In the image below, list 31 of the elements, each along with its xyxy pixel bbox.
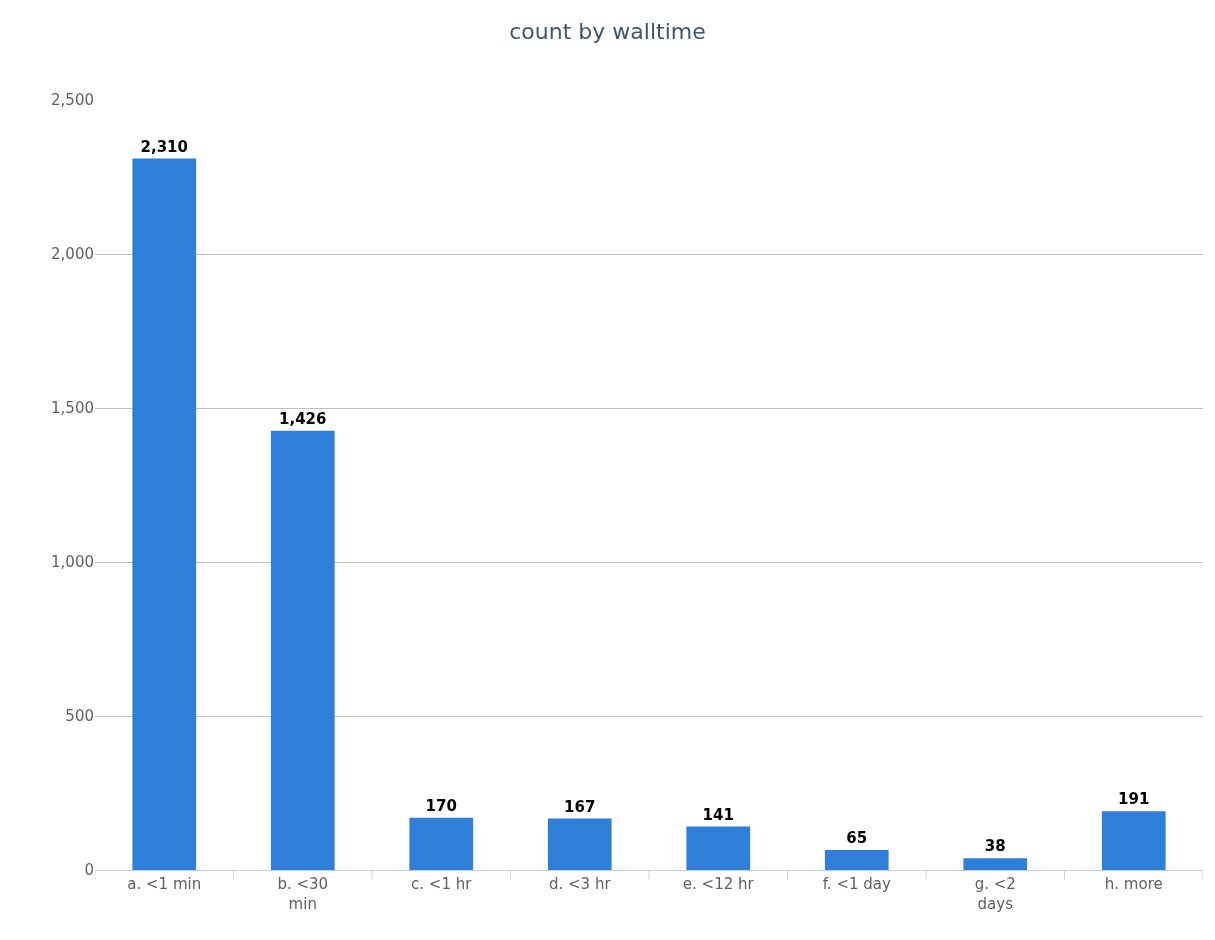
data-label: 38 (984, 837, 1006, 856)
x-tick-label: a. <1 min (127, 875, 202, 893)
bar (1101, 811, 1166, 870)
data-label: 65 (846, 828, 868, 847)
x-tick-label: c. <1 hr (411, 875, 473, 893)
data-label: 167 (564, 797, 596, 816)
data-label: 191 (1118, 790, 1150, 809)
x-tick-label: d. <3 hr (548, 875, 612, 893)
bar (270, 430, 335, 870)
y-tick-label: 1,000 (51, 553, 94, 572)
y-tick-label: 0 (84, 861, 94, 880)
x-tick-label: f. <1 day (822, 875, 891, 893)
bar (409, 817, 474, 870)
data-label: 170 (425, 796, 457, 815)
bar (547, 818, 612, 870)
data-label: 2,310 (140, 137, 188, 156)
y-tick-label: 1,500 (51, 399, 94, 418)
y-tick-label: 2,500 (51, 91, 94, 110)
x-tick-label: e. <12 hr (682, 875, 755, 893)
data-label: 1,426 (279, 409, 327, 428)
bar (686, 826, 751, 870)
data-label: 141 (702, 805, 734, 824)
bar (963, 858, 1028, 870)
x-tick-label: b. <30 min (277, 875, 329, 913)
y-tick-label: 500 (65, 707, 94, 726)
bar (824, 849, 889, 870)
x-tick-label: h. more (1104, 875, 1163, 893)
chart-title: count by walltime (509, 18, 706, 44)
x-tick-label: g. <2 days (974, 875, 1016, 913)
bar (132, 158, 197, 870)
y-tick-label: 2,000 (51, 245, 94, 264)
